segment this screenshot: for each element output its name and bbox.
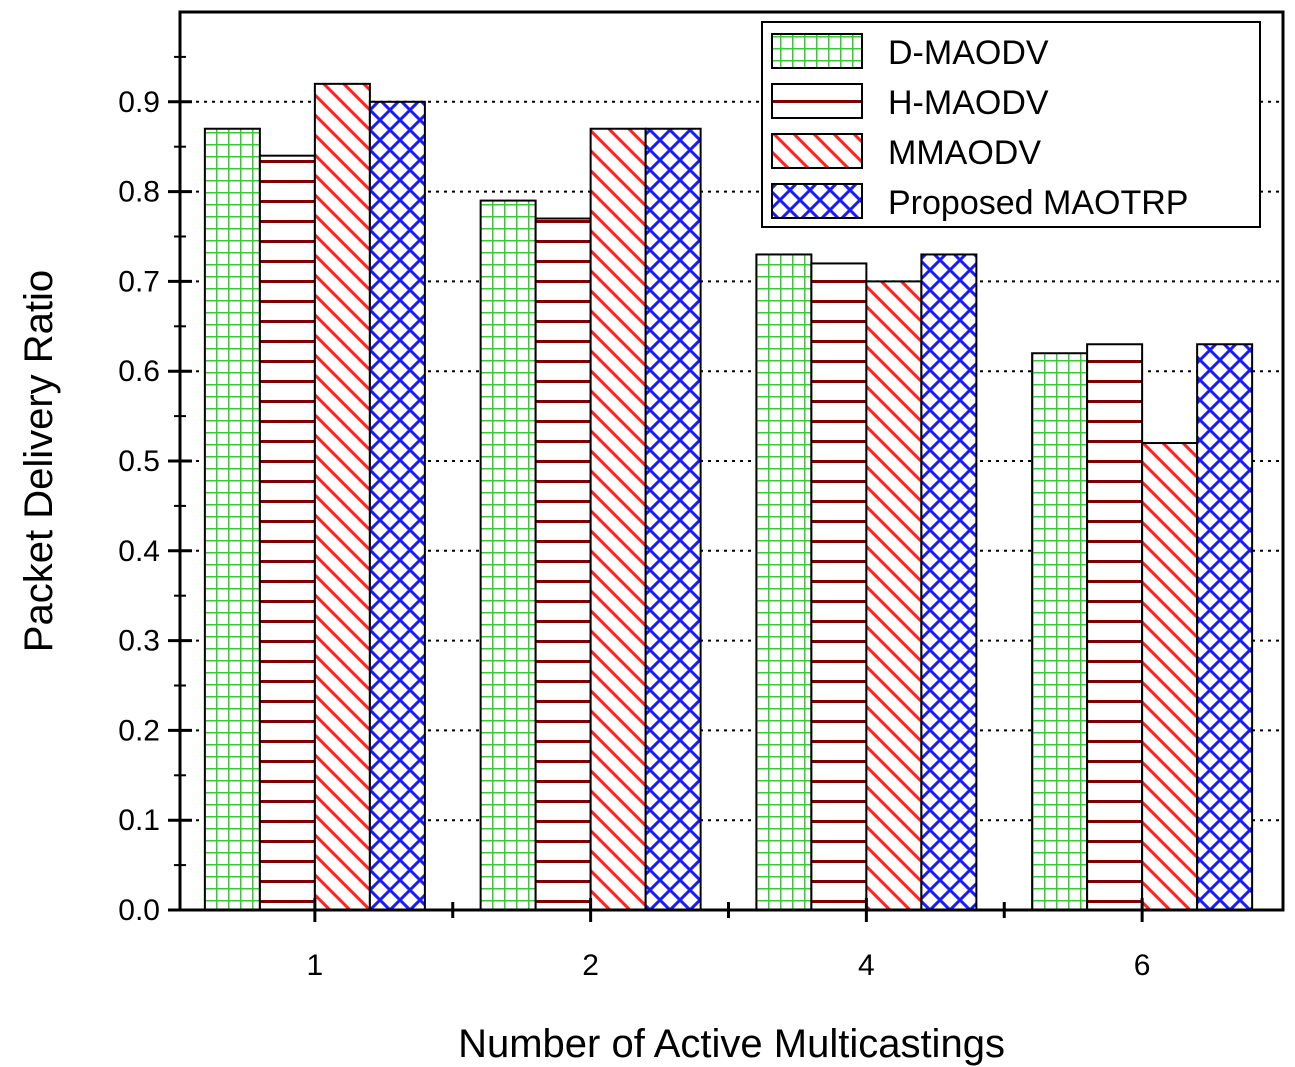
x-tick-label: 6 (1134, 949, 1151, 982)
y-tick-label: 0.2 (118, 714, 160, 747)
bar (203, 127, 261, 912)
bar (368, 100, 426, 912)
bar (810, 262, 868, 911)
y-tick-label: 0.1 (118, 804, 160, 837)
y-tick-label: 0.5 (118, 445, 160, 478)
bar (1196, 343, 1254, 911)
y-axis-title: Packet Delivery Ratio (17, 270, 61, 652)
y-tick-label: 0.9 (118, 86, 160, 119)
legend-swatch (771, 133, 863, 169)
bar (313, 82, 371, 911)
bar (865, 280, 923, 911)
bar (258, 154, 316, 911)
x-axis-title: Number of Active Multicastings (458, 1022, 1005, 1066)
x-tick-label: 2 (582, 949, 599, 982)
y-tick-label: 0.4 (118, 535, 160, 568)
bar (1031, 352, 1089, 911)
bar (1086, 343, 1144, 911)
legend-label: H-MAODV (888, 84, 1049, 122)
legend-swatch (771, 183, 863, 219)
legend-swatch (771, 83, 863, 119)
axes: 0.0 0.1 0.2 0.3 0.4 0.5 0.6 0.7 0.8 0.9 1 2 4 6 (118, 55, 1151, 982)
bar (920, 253, 978, 911)
x-tick-label: 4 (858, 949, 875, 982)
legend-swatch (771, 33, 863, 69)
y-tick-label: 0.8 (118, 176, 160, 209)
bar (589, 127, 647, 912)
bars (203, 82, 1254, 912)
y-tick-label: 0.7 (118, 265, 160, 298)
y-tick-label: 0.3 (118, 625, 160, 658)
legend-label: Proposed MAOTRP (888, 184, 1188, 222)
y-tick-label: 0.0 (118, 894, 160, 927)
bar (479, 199, 537, 911)
bar (1141, 442, 1199, 911)
bar (534, 217, 592, 912)
legend: D-MAODV H-MAODV MMAODV Proposed MAOTRP (761, 21, 1261, 228)
legend-label: D-MAODV (888, 34, 1049, 72)
x-tick-label: 1 (307, 949, 324, 982)
y-tick-label: 0.6 (118, 355, 160, 388)
bar (755, 253, 813, 911)
bar (644, 127, 702, 912)
legend-label: MMAODV (888, 134, 1041, 172)
